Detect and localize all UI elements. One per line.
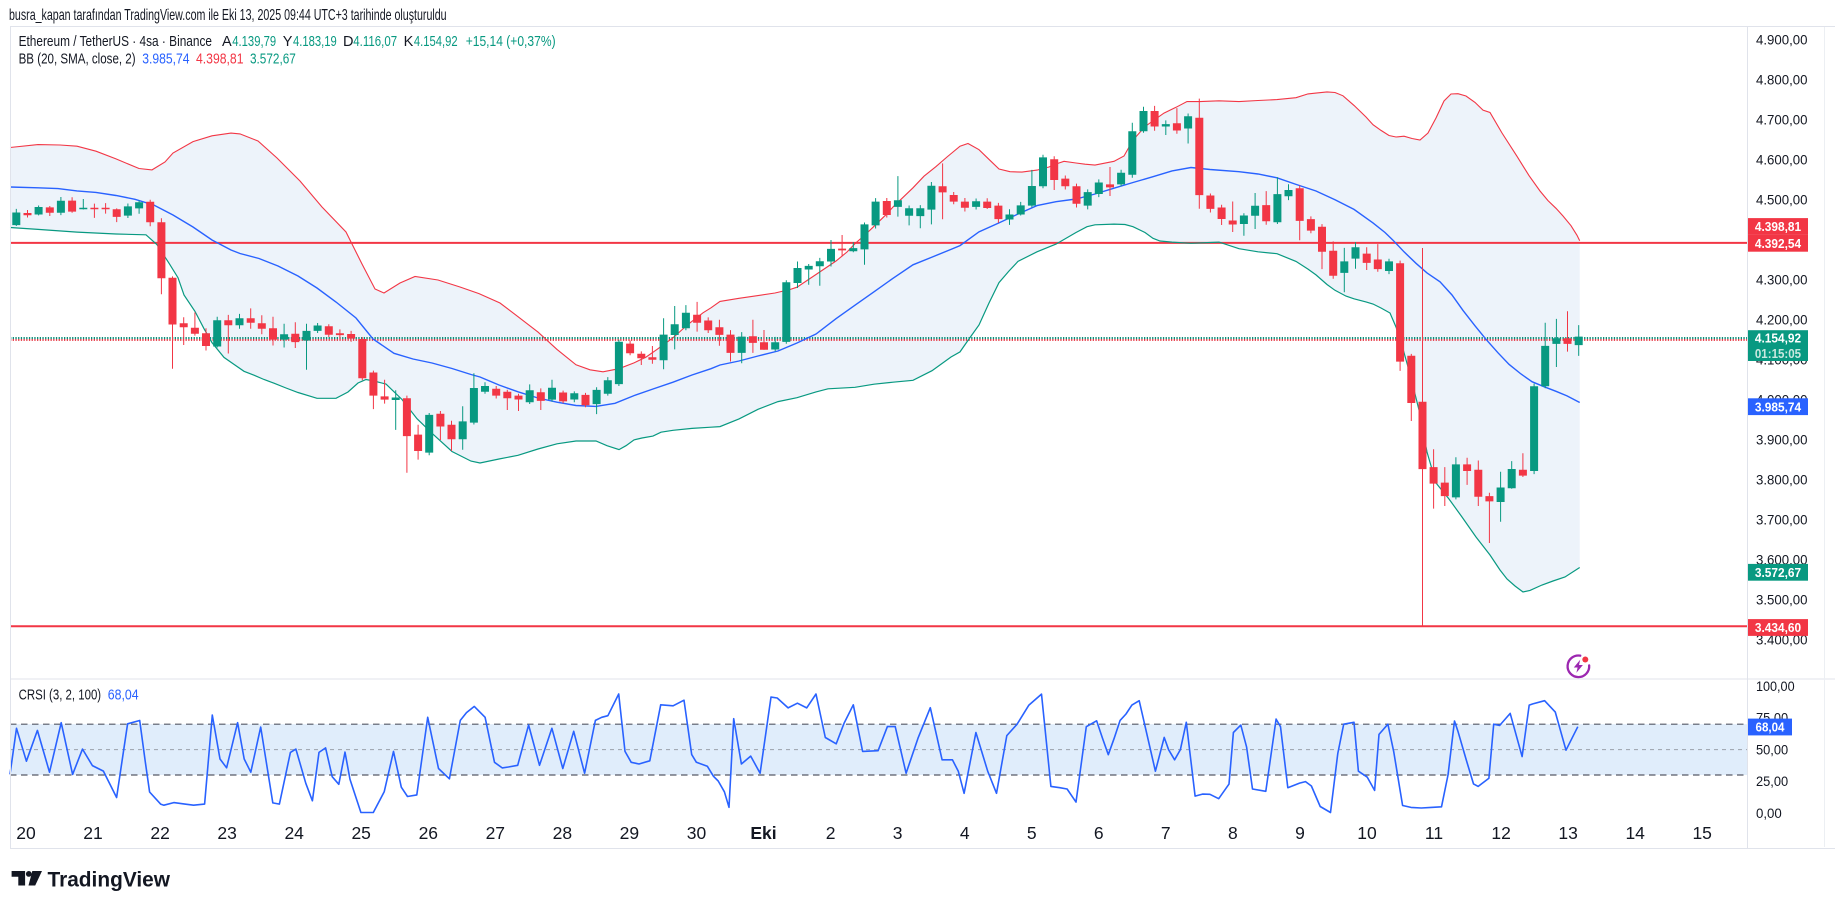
svg-text:14: 14 xyxy=(1625,823,1645,843)
svg-text:+15,14 (+0,37%): +15,14 (+0,37%) xyxy=(466,34,556,50)
svg-text:3.572,67: 3.572,67 xyxy=(250,52,296,68)
svg-text:3.800,00: 3.800,00 xyxy=(1756,473,1808,488)
svg-text:28: 28 xyxy=(553,823,572,843)
svg-text:8: 8 xyxy=(1228,823,1238,843)
svg-text:15: 15 xyxy=(1692,823,1711,843)
svg-text:4.398,81: 4.398,81 xyxy=(196,52,244,68)
svg-text:24: 24 xyxy=(284,823,304,843)
svg-text:3.400,00: 3.400,00 xyxy=(1756,633,1808,648)
svg-text:D: D xyxy=(343,34,353,50)
svg-text:26: 26 xyxy=(419,823,438,843)
svg-text:25: 25 xyxy=(351,823,370,843)
svg-text:13: 13 xyxy=(1558,823,1577,843)
svg-text:25,00: 25,00 xyxy=(1756,774,1788,789)
svg-text:27: 27 xyxy=(486,823,505,843)
svg-text:4.200,00: 4.200,00 xyxy=(1756,313,1808,328)
svg-text:3.985,74: 3.985,74 xyxy=(142,52,189,68)
svg-text:20: 20 xyxy=(16,823,36,843)
svg-text:21: 21 xyxy=(83,823,102,843)
svg-text:0,00: 0,00 xyxy=(1756,806,1782,821)
svg-text:3.700,00: 3.700,00 xyxy=(1756,513,1808,528)
svg-text:100,00: 100,00 xyxy=(1756,679,1795,694)
svg-text:4.398,81: 4.398,81 xyxy=(1755,219,1801,234)
svg-text:22: 22 xyxy=(150,823,169,843)
svg-text:3.985,74: 3.985,74 xyxy=(1755,399,1802,414)
svg-text:68,04: 68,04 xyxy=(108,688,139,704)
svg-text:A: A xyxy=(222,34,232,50)
svg-text:busra_kapan tarafından Trading: busra_kapan tarafından TradingView.com i… xyxy=(9,7,447,24)
svg-text:4.500,00: 4.500,00 xyxy=(1756,193,1808,208)
svg-text:5: 5 xyxy=(1027,823,1037,843)
svg-text:Ethereum / TetherUS · 4sa · Bi: Ethereum / TetherUS · 4sa · Binance xyxy=(19,34,212,50)
svg-text:3.500,00: 3.500,00 xyxy=(1756,593,1808,608)
svg-text:4.800,00: 4.800,00 xyxy=(1756,73,1808,88)
svg-text:10: 10 xyxy=(1357,823,1377,843)
svg-text:K: K xyxy=(404,34,414,50)
svg-text:4.183,19: 4.183,19 xyxy=(293,34,337,50)
svg-text:Eki: Eki xyxy=(750,823,776,843)
svg-text:4.300,00: 4.300,00 xyxy=(1756,273,1808,288)
svg-text:BB (20, SMA, close, 2): BB (20, SMA, close, 2) xyxy=(19,52,136,68)
svg-text:2: 2 xyxy=(826,823,836,843)
svg-text:4.600,00: 4.600,00 xyxy=(1756,153,1808,168)
svg-text:4.700,00: 4.700,00 xyxy=(1756,113,1808,128)
svg-text:4.139,79: 4.139,79 xyxy=(232,34,276,50)
svg-text:01:15:05: 01:15:05 xyxy=(1755,346,1801,361)
svg-text:23: 23 xyxy=(217,823,236,843)
svg-text:3.900,00: 3.900,00 xyxy=(1756,433,1808,448)
svg-text:4.154,92: 4.154,92 xyxy=(414,34,458,50)
svg-text:4.116,07: 4.116,07 xyxy=(353,34,397,50)
svg-text:3.572,67: 3.572,67 xyxy=(1755,565,1801,580)
svg-text:30: 30 xyxy=(687,823,707,843)
svg-text:TradingView: TradingView xyxy=(48,868,171,892)
svg-text:4: 4 xyxy=(960,823,970,843)
svg-text:11: 11 xyxy=(1425,823,1443,843)
svg-text:6: 6 xyxy=(1094,823,1104,843)
svg-text:68,04: 68,04 xyxy=(1756,720,1786,735)
svg-text:3.434,60: 3.434,60 xyxy=(1755,620,1801,635)
svg-text:9: 9 xyxy=(1295,823,1305,843)
svg-text:7: 7 xyxy=(1161,823,1171,843)
svg-text:4.392,54: 4.392,54 xyxy=(1755,236,1802,251)
svg-text:4.154,92: 4.154,92 xyxy=(1755,331,1801,346)
svg-text:CRSI (3, 2, 100): CRSI (3, 2, 100) xyxy=(19,688,102,704)
svg-text:Y: Y xyxy=(283,34,293,50)
svg-text:50,00: 50,00 xyxy=(1756,742,1788,757)
svg-text:12: 12 xyxy=(1491,823,1510,843)
svg-text:3: 3 xyxy=(893,823,903,843)
svg-text:4.900,00: 4.900,00 xyxy=(1756,33,1808,48)
svg-text:29: 29 xyxy=(620,823,639,843)
